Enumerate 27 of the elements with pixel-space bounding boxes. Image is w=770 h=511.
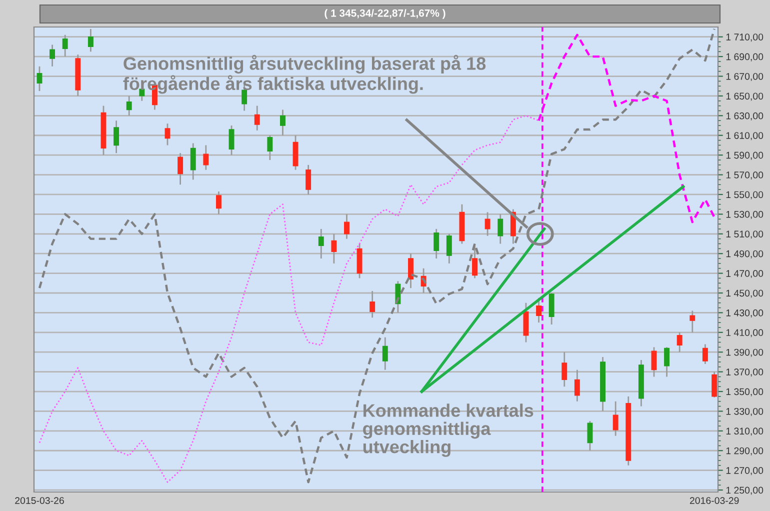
y-tick-label: 1 530,00 <box>726 210 764 219</box>
y-tick-label: 1 670,00 <box>726 72 764 82</box>
y-tick-label: 1 330,00 <box>726 408 764 416</box>
y-tick-label: 1 610,00 <box>726 132 764 140</box>
x-tick-label: 2015-03-26 <box>15 497 64 504</box>
y-tick-label: 1 630,00 <box>726 112 764 120</box>
y-tick-label: 1 290,00 <box>726 447 764 456</box>
x-tick-label: 2016-03-29 <box>690 497 739 504</box>
y-tick-label: 1 250,00 <box>726 486 764 495</box>
y-tick-label: 1 310,00 <box>726 428 764 436</box>
y-tick-label: 1 690,00 <box>726 53 764 62</box>
y-tick-label: 1 430,00 <box>726 309 764 318</box>
y-tick-label: 1 470,00 <box>726 270 764 278</box>
y-tick-label: 1 350,00 <box>726 388 764 396</box>
y-tick-label: 1 270,00 <box>726 467 764 476</box>
y-tick-label: 1 650,00 <box>726 92 764 101</box>
chart-title: ( 1 345,34/-22,87/-1,67% ) <box>324 9 446 19</box>
y-tick-label: 1 710,00 <box>726 34 764 42</box>
y-tick-label: 1 370,00 <box>726 368 764 377</box>
y-tick-label: 1 570,00 <box>726 172 764 180</box>
y-tick-label: 1 490,00 <box>726 250 764 258</box>
y-tick-label: 1 410,00 <box>726 329 764 338</box>
y-tick-label: 1 550,00 <box>726 191 764 200</box>
y-tick-label: 1 450,00 <box>726 290 764 298</box>
y-tick-label: 1 390,00 <box>726 348 764 357</box>
y-tick-label: 1 590,00 <box>726 152 764 160</box>
y-tick-label: 1 510,00 <box>726 230 764 239</box>
